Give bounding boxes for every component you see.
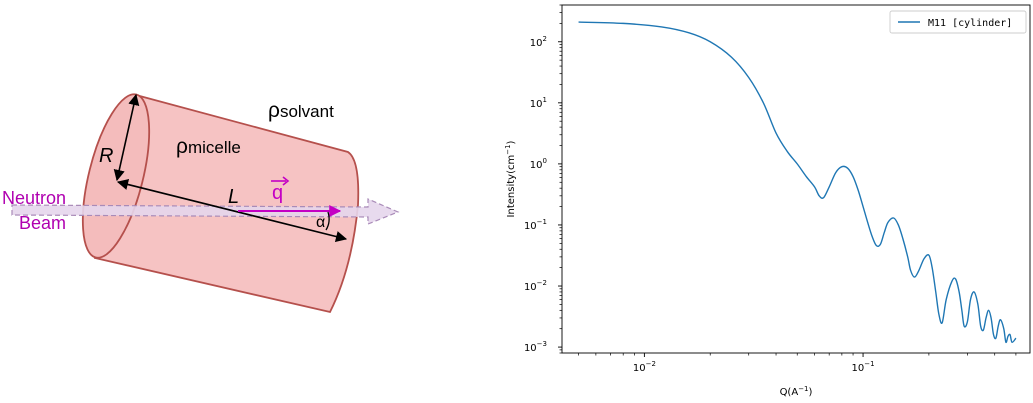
plot-frame <box>561 4 1031 354</box>
neutron-beam-label-line2: Beam <box>19 213 66 233</box>
length-arrow <box>116 179 348 242</box>
q-vector-label: q <box>271 176 290 204</box>
alpha-angle-arc <box>325 211 330 231</box>
neutron-beam-label-line1: Neutron <box>2 188 66 208</box>
x-axis-title: Q(A−1) <box>780 385 813 398</box>
y-tick-label: 10−3 <box>524 340 547 354</box>
series-line <box>578 21 1017 344</box>
y-tick-label: 10−1 <box>524 218 547 232</box>
legend-box <box>889 10 1027 34</box>
x-tick-label: 10−2 <box>633 360 656 374</box>
y-tick-label: 101 <box>530 96 547 110</box>
rho-micelle-label: ρmicelle <box>176 135 241 158</box>
y-axis-title: Intensity(cm−1) <box>504 140 517 217</box>
y-tick-label: 102 <box>530 35 547 49</box>
alpha-label: α <box>316 214 325 231</box>
radius-arrow <box>113 93 140 182</box>
legend-label: M11 [cylinder] <box>928 18 1012 29</box>
intensity-chart: 10−2 10−1 10−3 10−2 10−1 100 101 102 Q(A−1) Inten… <box>504 4 1031 398</box>
cylinder-diagram: ρsolvant ρmicelle R L q α Neutron Beam <box>2 93 400 314</box>
radius-label: R <box>99 145 113 167</box>
length-label: L <box>228 186 239 208</box>
x-tick-label: 10−1 <box>852 360 875 374</box>
y-tick-label: 100 <box>530 157 547 171</box>
y-tick-label: 10−2 <box>524 279 547 293</box>
svg-text:q: q <box>272 182 283 204</box>
rho-solvant-label: ρsolvant <box>268 99 334 122</box>
